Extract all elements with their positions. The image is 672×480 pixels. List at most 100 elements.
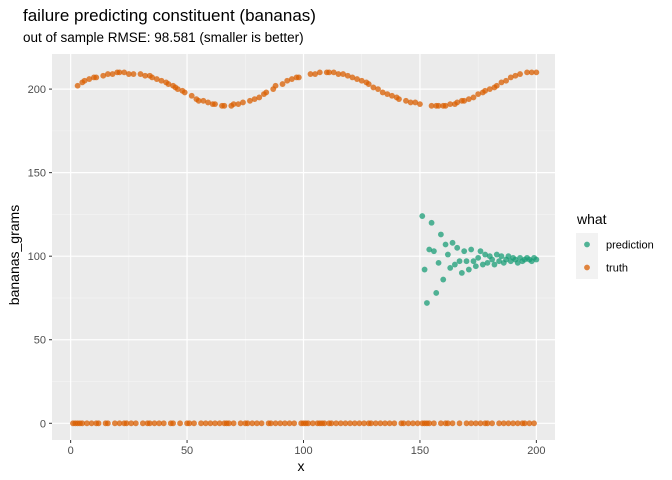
point-prediction [533,256,540,263]
point-truth [156,420,163,427]
point-truth [251,96,258,103]
point-truth [258,420,265,427]
point-truth [230,420,237,427]
point-prediction [456,258,463,265]
point-truth [128,420,135,427]
point-truth [235,101,242,108]
point-truth [454,99,461,106]
point-truth [195,97,202,104]
point-truth [205,99,211,106]
point-truth [400,420,407,427]
point-truth [186,420,193,427]
point-prediction [477,248,484,255]
point-prediction [419,213,426,219]
point-prediction [426,246,433,253]
point-truth [104,420,111,427]
point-truth [368,420,374,427]
point-prediction [484,259,491,266]
point-truth [431,420,437,427]
point-truth [307,71,314,77]
point-truth [254,420,260,427]
y-tick-label: 100 [28,251,46,263]
y-tick-label: 50 [34,335,46,347]
point-truth [309,420,316,427]
data-points [70,69,540,427]
y-axis: 0 50 100 150 200 [28,84,52,430]
point-prediction [475,254,482,261]
point-truth [484,420,491,427]
point-truth [449,420,456,427]
point-truth [370,84,377,91]
point-truth [356,420,363,427]
point-truth [216,420,223,427]
point-truth [428,102,435,109]
point-truth [277,420,284,427]
point-truth [524,69,530,76]
point-prediction [449,239,456,246]
point-truth [344,72,351,79]
point-truth [349,74,356,81]
point-truth [153,76,160,82]
point-truth [482,87,489,94]
point-prediction [421,266,428,273]
chart-subtitle: out of sample RMSE: 98.581 (smaller is b… [23,30,304,45]
point-truth [510,420,516,427]
point-truth [486,86,493,92]
point-truth [212,101,218,108]
point-truth [123,420,130,427]
x-tick-label: 100 [294,445,312,457]
point-truth [240,99,246,106]
point-truth [456,420,463,427]
point-truth [249,420,256,427]
point-truth [407,99,414,106]
point-truth [470,94,477,101]
point-truth [358,77,365,84]
point-prediction [435,259,442,266]
point-prediction [447,264,454,271]
point-prediction [468,246,475,253]
point-truth [284,77,291,84]
point-prediction [514,259,521,266]
point-truth [125,71,132,77]
point-truth [79,420,86,427]
y-tick-label: 0 [40,418,46,430]
point-truth [237,420,244,427]
point-truth [426,420,433,427]
point-truth [316,69,323,76]
point-truth [389,92,395,99]
y-tick-label: 150 [28,168,46,180]
x-tick-label: 50 [181,445,193,457]
point-prediction [433,290,440,296]
point-prediction [489,256,496,263]
point-truth [267,420,274,427]
point-truth [330,69,337,76]
point-truth [505,420,512,427]
point-truth [496,420,503,427]
point-truth [116,69,123,76]
point-truth [342,420,349,427]
x-tick-label: 150 [411,445,429,457]
point-truth [437,420,444,427]
point-prediction [472,263,479,270]
point-prediction [428,219,435,226]
point-truth [333,420,340,427]
point-truth [191,420,197,427]
point-truth [212,420,218,427]
point-truth [477,420,484,427]
point-prediction [437,231,444,238]
point-truth [263,89,270,96]
point-truth [500,420,507,427]
point-truth [435,102,442,109]
point-truth [95,420,102,427]
point-truth [181,89,188,96]
point-truth [410,420,416,427]
point-truth [405,420,412,427]
point-truth [198,420,204,427]
point-truth [146,420,153,427]
point-truth [472,420,479,427]
point-truth [177,420,183,427]
point-prediction [451,261,458,268]
point-truth [507,74,514,81]
point-truth [295,74,302,81]
legend-label-prediction: prediction [606,240,654,252]
